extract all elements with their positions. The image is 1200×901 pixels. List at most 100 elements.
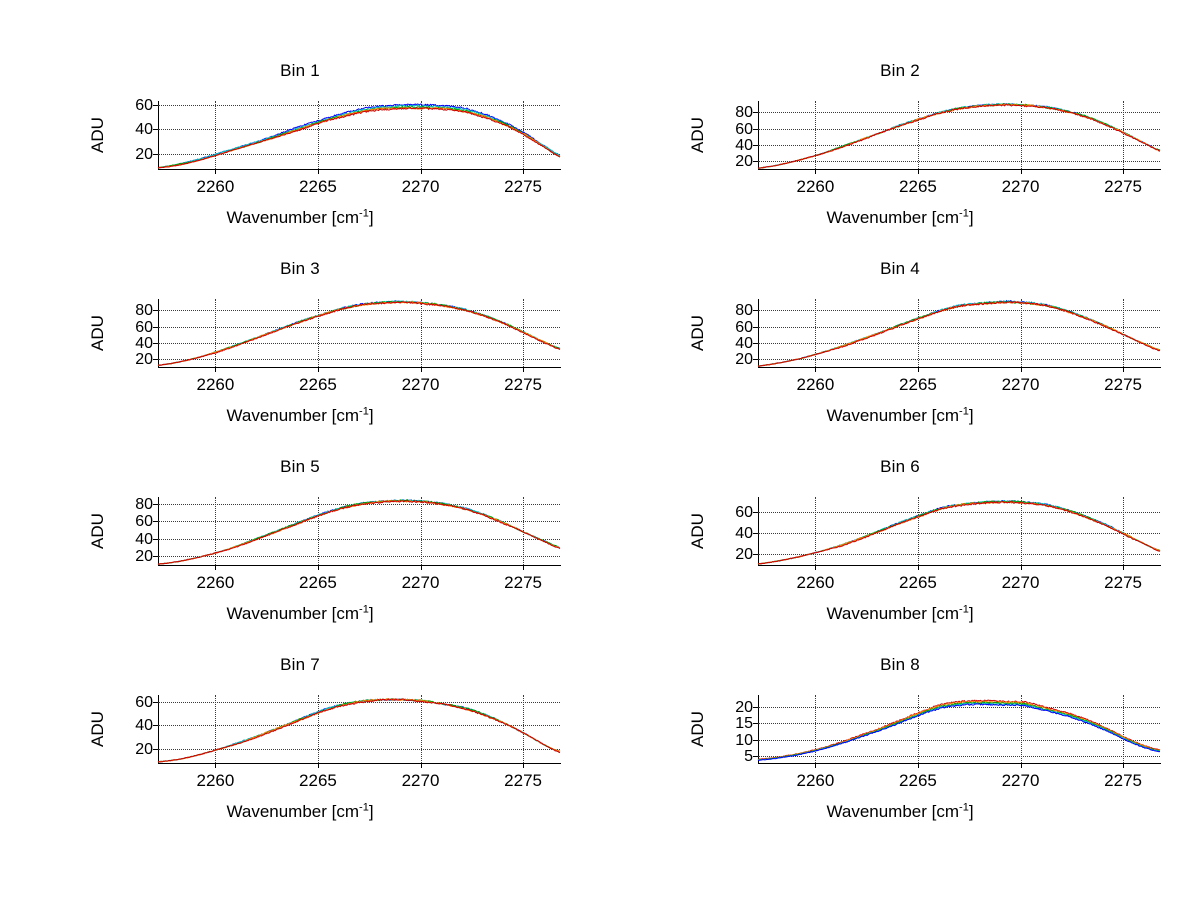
- x-axis-label-bracket: ]: [368, 802, 374, 821]
- data-trace: [758, 104, 1160, 168]
- gridline-vertical: [523, 497, 525, 565]
- x-tick-mark: [523, 169, 525, 174]
- gridline-horizontal: [158, 129, 560, 131]
- y-tick-label: 15: [735, 715, 753, 733]
- data-trace: [158, 301, 560, 365]
- x-tick-label: 2265: [299, 177, 337, 196]
- y-tick-label: 40: [735, 525, 753, 543]
- gridline-vertical: [215, 101, 217, 169]
- y-tick-mark: [753, 723, 758, 725]
- data-trace: [758, 704, 1160, 761]
- trace-group: [758, 299, 1160, 367]
- gridline-horizontal: [758, 358, 1160, 360]
- y-tick-mark: [753, 553, 758, 555]
- x-axis-label-exponent: -1: [359, 801, 369, 814]
- x-axis-line: [158, 565, 561, 566]
- panel-title: Bin 5: [280, 457, 320, 476]
- x-axis-label-text: Wavenumber [cm: [826, 604, 960, 623]
- y-tick-mark: [153, 326, 158, 328]
- gridline-horizontal: [758, 144, 1160, 146]
- x-tick-mark: [317, 763, 319, 768]
- x-axis-label-bracket: ]: [968, 208, 974, 227]
- y-tick-mark: [153, 358, 158, 360]
- gridline-horizontal: [758, 533, 1160, 535]
- data-trace: [158, 105, 560, 168]
- plot-area: [753, 695, 1161, 768]
- data-trace: [758, 703, 1160, 760]
- y-tick-mark: [753, 112, 758, 114]
- x-tick-mark: [420, 763, 422, 768]
- y-tick-mark: [153, 521, 158, 523]
- gridline-horizontal: [158, 538, 560, 540]
- y-tick-label: 40: [135, 334, 153, 352]
- gridline-vertical: [317, 695, 319, 763]
- gridline-horizontal: [158, 342, 560, 344]
- x-axis-label: Wavenumber [cm-1]: [600, 802, 1200, 821]
- y-tick-label: 60: [135, 318, 153, 336]
- y-tick-label: 60: [135, 694, 153, 712]
- x-tick-label: 2270: [401, 177, 440, 196]
- subplot-panel-4: Bin 4 ADU 2260 2265 2270 2275 20 40 60 80 Wavenumb…: [600, 244, 1200, 442]
- gridline-vertical: [1123, 695, 1125, 763]
- x-tick-mark: [1020, 367, 1022, 372]
- y-tick-label: 20: [735, 545, 753, 563]
- plot-area: [153, 695, 561, 768]
- x-tick-label: 2265: [299, 573, 337, 592]
- x-axis-line: [758, 367, 1161, 368]
- y-tick-label: 80: [135, 495, 153, 513]
- data-trace: [158, 500, 560, 564]
- y-tick-mark: [153, 538, 158, 540]
- data-trace: [758, 104, 1160, 169]
- gridline-vertical: [1123, 101, 1125, 169]
- x-tick-mark: [215, 763, 217, 768]
- data-trace: [758, 302, 1160, 367]
- y-tick-mark: [153, 556, 158, 558]
- x-axis-label: Wavenumber [cm-1]: [0, 802, 600, 821]
- y-tick-labels: 5 10 15 20: [700, 695, 753, 765]
- x-axis-label-exponent: -1: [359, 207, 369, 220]
- y-tick-mark: [153, 129, 158, 131]
- x-tick-label: 2270: [401, 375, 440, 394]
- subplot-panel-7: Bin 7 ADU 2260 2265 2270 2275 20 40 60 Wavenumber…: [0, 640, 600, 838]
- data-trace: [158, 699, 560, 762]
- data-trace: [158, 699, 560, 762]
- data-trace: [158, 104, 560, 168]
- y-tick-labels: 20 40 60 80: [100, 495, 153, 566]
- x-axis-line: [758, 565, 1161, 566]
- trace-group: [158, 695, 560, 763]
- x-tick-mark: [1020, 565, 1022, 570]
- y-tick-label: 80: [735, 302, 753, 320]
- y-tick-label: 40: [135, 530, 153, 548]
- y-tick-label: 20: [735, 350, 753, 368]
- plot-area: [753, 497, 1161, 570]
- x-tick-label: 2275: [1104, 573, 1142, 592]
- data-trace: [758, 302, 1160, 367]
- y-tick-label: 20: [135, 146, 153, 164]
- gridline-vertical: [1020, 101, 1022, 169]
- panel-title: Bin 2: [880, 61, 920, 80]
- y-tick-mark: [153, 725, 158, 727]
- data-trace: [758, 105, 1160, 168]
- y-tick-label: 20: [135, 548, 153, 566]
- x-axis-label-text: Wavenumber [cm: [226, 604, 360, 623]
- y-tick-label: 20: [735, 698, 753, 716]
- x-axis-label-text: Wavenumber [cm: [226, 406, 360, 425]
- gridline-vertical: [317, 101, 319, 169]
- x-tick-label: 2260: [196, 375, 235, 394]
- y-tick-labels: 20 40 60: [100, 695, 153, 763]
- y-axis-line: [758, 101, 759, 170]
- panel-title: Bin 3: [280, 259, 320, 278]
- gridline-horizontal: [758, 112, 1160, 114]
- x-axis-label: Wavenumber [cm-1]: [0, 208, 600, 227]
- gridline-vertical: [215, 299, 217, 367]
- y-tick-label: 60: [135, 513, 153, 531]
- y-axis-line: [158, 497, 159, 566]
- x-tick-mark: [215, 565, 217, 570]
- x-tick-label: 2270: [401, 771, 440, 790]
- panel-title: Bin 1: [280, 61, 320, 80]
- y-tick-label: 20: [135, 350, 153, 368]
- data-trace: [158, 301, 560, 366]
- gridline-vertical: [815, 101, 817, 169]
- gridline-vertical: [917, 695, 919, 763]
- gridline-horizontal: [758, 160, 1160, 162]
